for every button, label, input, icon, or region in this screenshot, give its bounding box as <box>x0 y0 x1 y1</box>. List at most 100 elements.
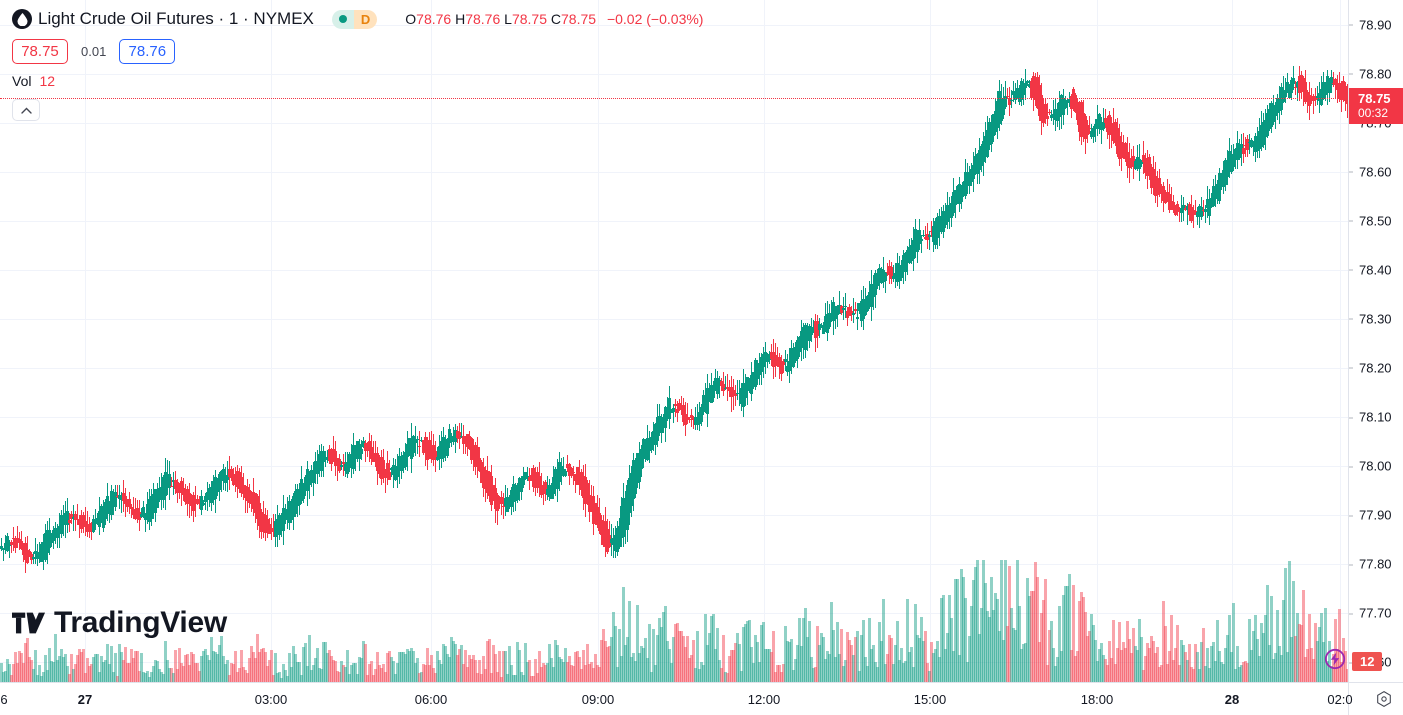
candle <box>848 0 851 682</box>
volume-bar <box>1326 661 1329 682</box>
volume-bar <box>874 662 877 682</box>
volume-bar <box>752 663 755 682</box>
ask-price-box[interactable]: 78.76 <box>119 38 176 64</box>
time-axis[interactable]: 6 27 03:00 06:00 09:00 12:00 15:00 18:00 28 02:0 <box>0 682 1403 715</box>
candle <box>820 0 823 682</box>
candle <box>534 0 537 682</box>
candle <box>700 0 703 682</box>
candle <box>926 0 929 682</box>
candle <box>618 0 621 682</box>
price-axis[interactable]: 78.9078.8078.7078.6078.5078.4078.3078.20… <box>1324 0 1403 682</box>
candle <box>1164 0 1167 682</box>
volume-badge[interactable]: 12 <box>1352 652 1383 671</box>
volume-bar <box>214 651 217 682</box>
volume-bar <box>922 641 925 682</box>
bid-price-box[interactable]: 78.75 <box>12 38 68 64</box>
volume-bar <box>682 636 685 682</box>
candle <box>1222 0 1225 682</box>
candle <box>922 0 925 682</box>
volume-bar <box>452 640 455 682</box>
collapse-pane-button[interactable] <box>12 99 40 121</box>
volume-bar <box>1322 641 1325 682</box>
volume-bar <box>1102 655 1105 682</box>
volume-bar <box>868 618 871 682</box>
volume-bar <box>352 663 355 682</box>
volume-bar <box>528 659 531 682</box>
volume-bar <box>58 656 61 682</box>
market-status-badge[interactable]: D <box>331 9 378 29</box>
candle <box>278 0 281 682</box>
candle <box>1096 0 1099 682</box>
candle <box>830 0 833 682</box>
volume-bar <box>290 667 293 682</box>
volume-bar <box>928 670 931 682</box>
symbol-title[interactable]: Light Crude Oil Futures · 1 · NYMEX <box>38 9 314 28</box>
volume-bar <box>454 644 457 682</box>
volume-bar <box>526 662 529 682</box>
volume-bar <box>714 649 717 682</box>
volume-bar <box>1182 644 1185 682</box>
candle <box>476 0 479 682</box>
candle <box>944 0 947 682</box>
volume-bar <box>274 653 277 682</box>
volume-bar <box>970 605 973 682</box>
volume-bar <box>1236 646 1239 682</box>
volume-bar <box>282 663 285 682</box>
volume-bar <box>204 649 207 682</box>
lightning-bolt-icon[interactable] <box>1324 648 1346 670</box>
current-price-badge[interactable]: 78.75 00:32 <box>1349 88 1403 125</box>
candle <box>1128 0 1131 682</box>
volume-legend-row[interactable]: Vol 12 <box>12 73 703 91</box>
candle <box>162 0 165 682</box>
candle <box>1264 0 1267 682</box>
candle <box>1090 0 1093 682</box>
volume-bar <box>670 663 673 682</box>
volume-bar <box>870 648 873 682</box>
volume-bar <box>648 623 651 682</box>
volume-bar <box>72 668 75 682</box>
candle <box>386 0 389 682</box>
volume-bar <box>638 653 641 682</box>
volume-bar <box>216 653 219 682</box>
volume-bar <box>1238 666 1241 682</box>
candle <box>158 0 161 682</box>
candle <box>510 0 513 682</box>
volume-bar <box>1072 585 1075 682</box>
volume-bar <box>1022 643 1025 682</box>
candle <box>862 0 865 682</box>
volume-bar <box>238 668 241 682</box>
candle <box>552 0 555 682</box>
volume-bar <box>414 663 417 682</box>
candle <box>704 0 707 682</box>
volume-bar <box>210 636 213 682</box>
high-label: H <box>455 11 466 27</box>
volume-bar <box>1076 650 1079 682</box>
clock-settings-icon[interactable] <box>1375 690 1393 708</box>
volume-bar <box>542 663 545 682</box>
candle <box>148 0 151 682</box>
candle <box>1206 0 1209 682</box>
volume-bar <box>908 651 911 682</box>
candle <box>176 0 179 682</box>
volume-bar <box>404 654 407 682</box>
volume-bar <box>1140 636 1143 682</box>
volume-bar <box>344 666 347 682</box>
candle <box>90 0 93 682</box>
candle <box>1174 0 1177 682</box>
chart-plot-area[interactable]: TradingView <box>0 0 1348 682</box>
candle <box>740 0 743 682</box>
candle <box>1138 0 1141 682</box>
candle <box>430 0 433 682</box>
volume-bar <box>1046 665 1049 682</box>
candle <box>1334 0 1337 682</box>
candle <box>130 0 133 682</box>
candle <box>6 0 9 682</box>
candle <box>478 0 481 682</box>
volume-bar <box>1020 649 1023 682</box>
gridline-vertical <box>930 0 931 682</box>
volume-bar <box>1290 637 1293 682</box>
candle <box>1252 0 1255 682</box>
volume-bar <box>1066 586 1069 682</box>
volume-bar <box>858 671 861 682</box>
volume-bar <box>172 672 175 682</box>
